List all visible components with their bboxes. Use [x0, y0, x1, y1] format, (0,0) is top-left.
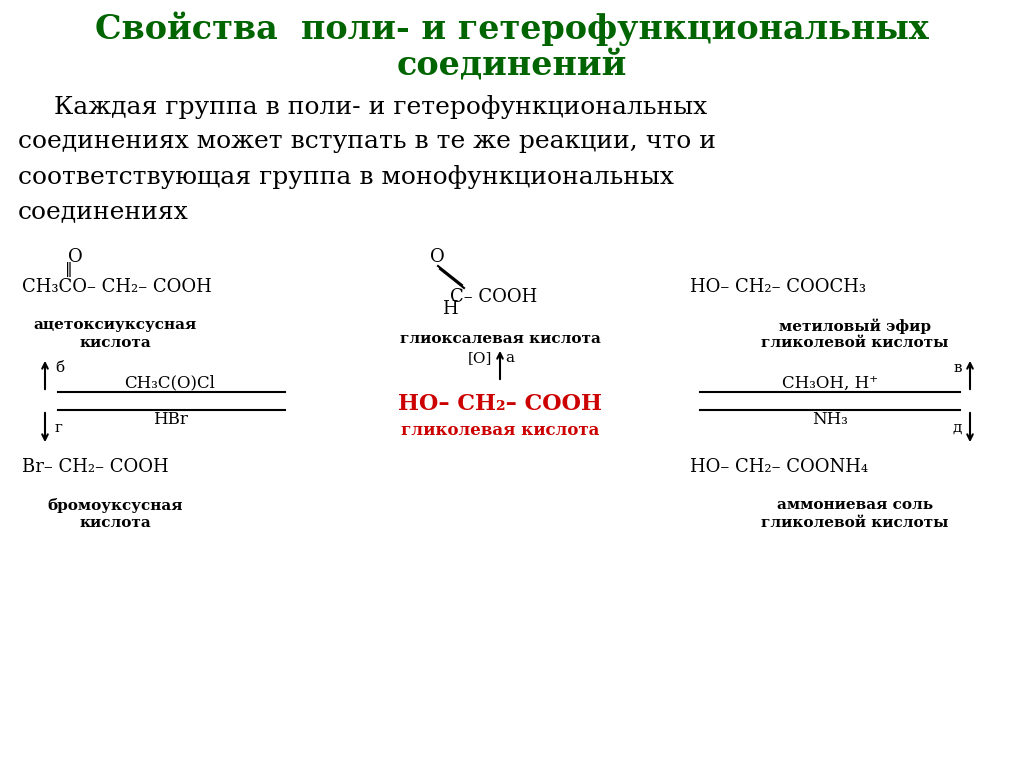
- Text: HO– CH₂– COOCH₃: HO– CH₂– COOCH₃: [690, 278, 866, 296]
- Text: CH₃CO– CH₂– COOH: CH₃CO– CH₂– COOH: [22, 278, 212, 296]
- Text: соответствующая группа в монофункциональных: соответствующая группа в монофункциональ…: [18, 165, 674, 189]
- Text: CH₃C(O)Cl: CH₃C(O)Cl: [125, 374, 215, 391]
- Text: H: H: [442, 300, 458, 318]
- Text: аммониевая соль: аммониевая соль: [777, 498, 933, 512]
- Text: в: в: [953, 361, 962, 375]
- Text: гликолевая кислота: гликолевая кислота: [400, 422, 599, 439]
- Text: гликолевой кислоты: гликолевой кислоты: [761, 516, 949, 530]
- Text: кислота: кислота: [79, 516, 151, 530]
- Text: O: O: [430, 248, 444, 266]
- Text: г: г: [55, 421, 62, 435]
- Text: д: д: [952, 421, 962, 435]
- Text: Каждая группа в поли- и гетерофункциональных: Каждая группа в поли- и гетерофункционал…: [30, 95, 708, 119]
- Text: гликолевой кислоты: гликолевой кислоты: [761, 336, 949, 350]
- Text: ‖: ‖: [65, 262, 73, 277]
- Text: HO– CH₂– COOH: HO– CH₂– COOH: [398, 393, 602, 415]
- Text: [O]: [O]: [468, 351, 492, 365]
- Text: HBr: HBr: [153, 412, 187, 429]
- Text: O: O: [68, 248, 83, 266]
- Text: HO– CH₂– COONH₄: HO– CH₂– COONH₄: [690, 458, 868, 476]
- Text: C– COOH: C– COOH: [450, 288, 538, 306]
- Text: б: б: [55, 361, 65, 375]
- Text: бромоуксусная: бромоуксусная: [47, 498, 182, 513]
- Text: соединениях: соединениях: [18, 200, 188, 223]
- Text: соединениях может вступать в те же реакции, что и: соединениях может вступать в те же реакц…: [18, 130, 716, 153]
- Text: а: а: [505, 351, 514, 365]
- Text: NH₃: NH₃: [812, 412, 848, 429]
- Text: глиоксалевая кислота: глиоксалевая кислота: [399, 332, 600, 346]
- Text: CH₃OH, H⁺: CH₃OH, H⁺: [782, 374, 878, 391]
- Text: Br– CH₂– COOH: Br– CH₂– COOH: [22, 458, 169, 476]
- Text: кислота: кислота: [79, 336, 151, 350]
- Text: соединений: соединений: [397, 50, 627, 83]
- Text: Свойства  поли- и гетерофункциональных: Свойства поли- и гетерофункциональных: [95, 12, 929, 47]
- Text: метиловый эфир: метиловый эфир: [779, 318, 931, 334]
- Text: ацетоксиуксусная: ацетоксиуксусная: [34, 318, 197, 332]
